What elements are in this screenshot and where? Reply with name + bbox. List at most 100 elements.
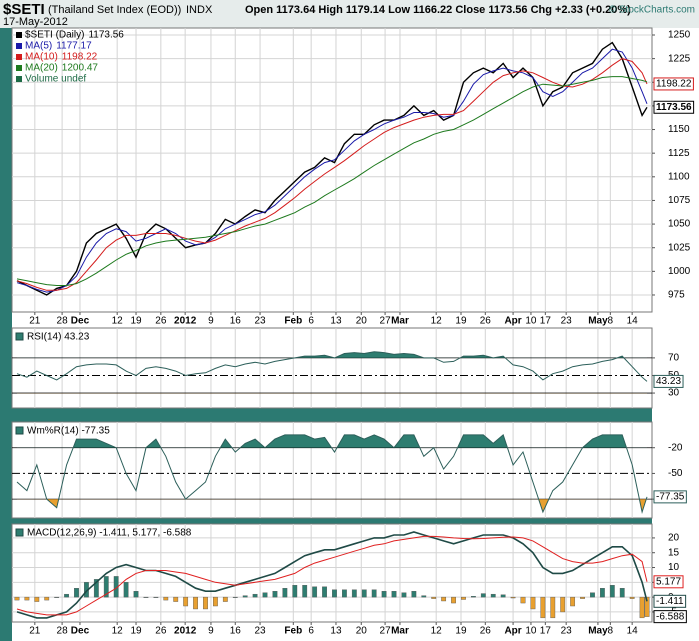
- histogram-bar: [361, 589, 367, 598]
- y-tick-label: 15: [668, 547, 680, 558]
- x-tick-label: 9: [208, 626, 214, 637]
- x-tick-label: 2012: [174, 316, 197, 327]
- legend-swatch: [16, 32, 22, 38]
- plot: [12, 28, 652, 312]
- last-value-box: [653, 610, 687, 624]
- y-tick-label: 1075: [668, 195, 691, 206]
- x-axis-band: [12, 622, 652, 641]
- x-tick-label: 19: [130, 316, 142, 327]
- legend-value: 1177.17: [56, 41, 92, 52]
- x-tick-label: 16: [230, 626, 242, 637]
- histogram-bar: [103, 576, 109, 598]
- exchange: INDX: [186, 4, 213, 16]
- x-tick-label: 16: [230, 316, 242, 327]
- histogram-bar: [451, 596, 456, 604]
- x-tick-label: 26: [480, 626, 492, 637]
- x-tick-label: 20: [356, 626, 368, 637]
- series-line: [16, 535, 648, 616]
- last-value-tag: 1198.22: [656, 79, 692, 90]
- last-value-tag: 1173.56: [656, 102, 692, 113]
- histogram-bar: [183, 596, 189, 607]
- legend-name: MA(20): [25, 63, 58, 74]
- histogram-bar: [14, 596, 20, 601]
- histogram-bar: [163, 596, 169, 601]
- last-value-box: [653, 594, 687, 608]
- histogram-bar: [64, 593, 69, 598]
- histogram-bar: [282, 588, 288, 598]
- histogram-bar: [193, 596, 198, 610]
- last-value-tag: 5.177: [656, 576, 681, 587]
- histogram-bar: [143, 596, 149, 598]
- x-tick-label: 21: [29, 626, 41, 637]
- y-tick-label: -50: [668, 468, 683, 479]
- date: 17-May-2012: [3, 16, 68, 28]
- x-tick-label: 20: [356, 316, 368, 327]
- legend-text: Wm%R(14) -77.35: [27, 426, 110, 437]
- histogram-bar: [312, 586, 318, 598]
- legend-icon: [15, 528, 24, 537]
- plot: [12, 328, 652, 408]
- x-tick-label: 12: [431, 626, 443, 637]
- series-line: [16, 434, 648, 514]
- x-tick-label: 23: [254, 626, 266, 637]
- histogram-bar: [44, 596, 50, 601]
- x-tick-label: Mar: [391, 626, 409, 637]
- y-tick-label: 1100: [668, 171, 690, 182]
- y-tick-label: 1225: [668, 53, 691, 64]
- y-tick-label: 975: [668, 290, 685, 301]
- histogram-bar: [510, 596, 516, 599]
- plot: [12, 524, 652, 622]
- legend-text: MACD(12,26,9) -1.411, 5.177, -6.588: [27, 528, 192, 539]
- x-tick-label: 27: [380, 626, 392, 637]
- last-value-tag: -77.35: [656, 492, 685, 503]
- histogram-bar: [590, 592, 595, 598]
- histogram-bar: [480, 593, 486, 598]
- x-tick-label: 10: [525, 316, 537, 327]
- x-tick-label: 8: [608, 626, 614, 637]
- x-tick-label: May: [588, 316, 608, 327]
- x-tick-label: May: [588, 626, 608, 637]
- histogram-bar: [500, 594, 506, 598]
- x-tick-label: 26: [480, 316, 492, 327]
- x-tick-label: 6: [308, 316, 314, 327]
- quote: Open 1173.64 High 1179.14 Low 1166.22 Cl…: [245, 4, 631, 16]
- series-line: [16, 58, 648, 291]
- histogram-bar: [272, 591, 278, 598]
- series-line: [16, 351, 648, 382]
- x-tick-label: Dec: [71, 316, 90, 327]
- series-line: [16, 76, 648, 286]
- x-tick-label: Feb: [284, 626, 302, 637]
- histogram-bar: [371, 589, 377, 598]
- legend-swatch: [16, 43, 22, 49]
- histogram-bar: [322, 586, 327, 598]
- x-tick-label: 2012: [174, 626, 197, 637]
- oversold-fill: [17, 393, 647, 394]
- x-tick-label: 27: [380, 316, 392, 327]
- x-tick-label: 17: [540, 316, 552, 327]
- histogram-bar: [619, 588, 625, 598]
- histogram-bar: [34, 596, 40, 602]
- plot: [12, 422, 652, 518]
- x-tick-label: Apr: [504, 626, 521, 637]
- x-tick-label: 14: [627, 316, 639, 327]
- legend-swatch: [16, 65, 22, 71]
- histogram-bar: [252, 593, 258, 598]
- histogram-bar: [123, 582, 129, 598]
- histogram-bar: [644, 596, 650, 617]
- panel: [11, 27, 653, 313]
- histogram-bar: [550, 596, 556, 619]
- legend-name: MA(5): [25, 41, 52, 52]
- histogram-bar: [262, 592, 268, 598]
- x-tick-label: 12: [112, 626, 124, 637]
- x-tick-label: Dec: [71, 626, 90, 637]
- histogram-bar: [133, 591, 139, 598]
- x-tick-label: 13: [330, 626, 342, 637]
- histogram-bar: [292, 585, 298, 598]
- histogram-bar: [530, 596, 536, 610]
- last-value-box: [653, 575, 684, 589]
- histogram-bar: [351, 589, 357, 598]
- histogram-bar: [381, 591, 387, 598]
- histogram-bar: [411, 591, 417, 598]
- x-tick-label: Apr: [504, 316, 521, 327]
